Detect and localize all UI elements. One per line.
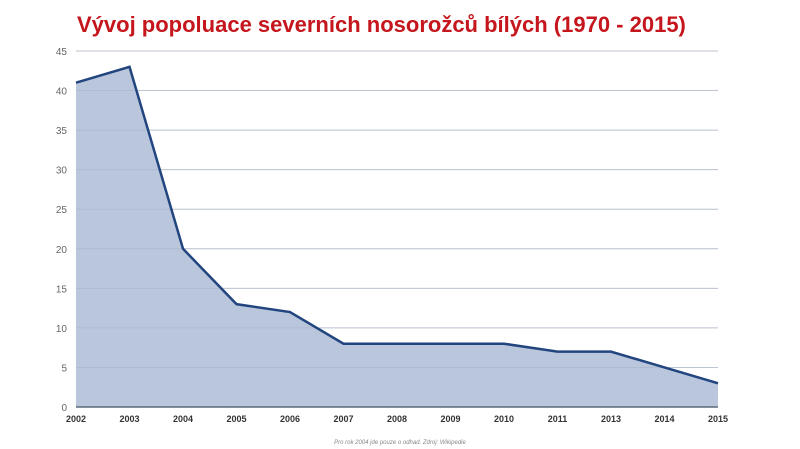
chart-title: Vývoj popoluace severních nosorožců bílý…: [77, 12, 686, 37]
y-tick-label: 5: [61, 363, 67, 374]
y-tick-label: 15: [56, 284, 68, 295]
y-tick-label: 0: [61, 403, 67, 414]
x-tick-label: 2006: [280, 414, 300, 424]
x-tick-label: 2014: [654, 414, 674, 424]
x-tick-label: 2015: [708, 414, 728, 424]
x-tick-label: 2011: [548, 414, 568, 424]
x-tick-label: 2010: [494, 414, 514, 424]
area-fill: [76, 66, 718, 408]
data-line: [75, 65, 719, 385]
y-tick-label: 40: [56, 87, 68, 98]
x-tick-label: 2002: [66, 414, 86, 424]
x-tick-label: 2007: [333, 414, 353, 424]
x-tick-label: 2004: [173, 414, 193, 424]
x-tick-label: 2005: [226, 414, 246, 424]
y-tick-label: 20: [56, 245, 68, 256]
x-tick-label: 2013: [601, 414, 621, 424]
chart-footnote: Pro rok 2004 jde pouze o odhad. Zdroj: W…: [334, 440, 466, 446]
x-tick-label: 2003: [119, 414, 139, 424]
x-tick-label: 2009: [440, 414, 460, 424]
y-tick-label: 30: [56, 166, 68, 177]
x-tick-label: 2008: [387, 414, 407, 424]
y-tick-label: 10: [56, 324, 68, 335]
y-tick-label: 25: [56, 205, 68, 216]
y-tick-label: 35: [56, 126, 68, 137]
y-tick-label: 45: [56, 47, 68, 58]
